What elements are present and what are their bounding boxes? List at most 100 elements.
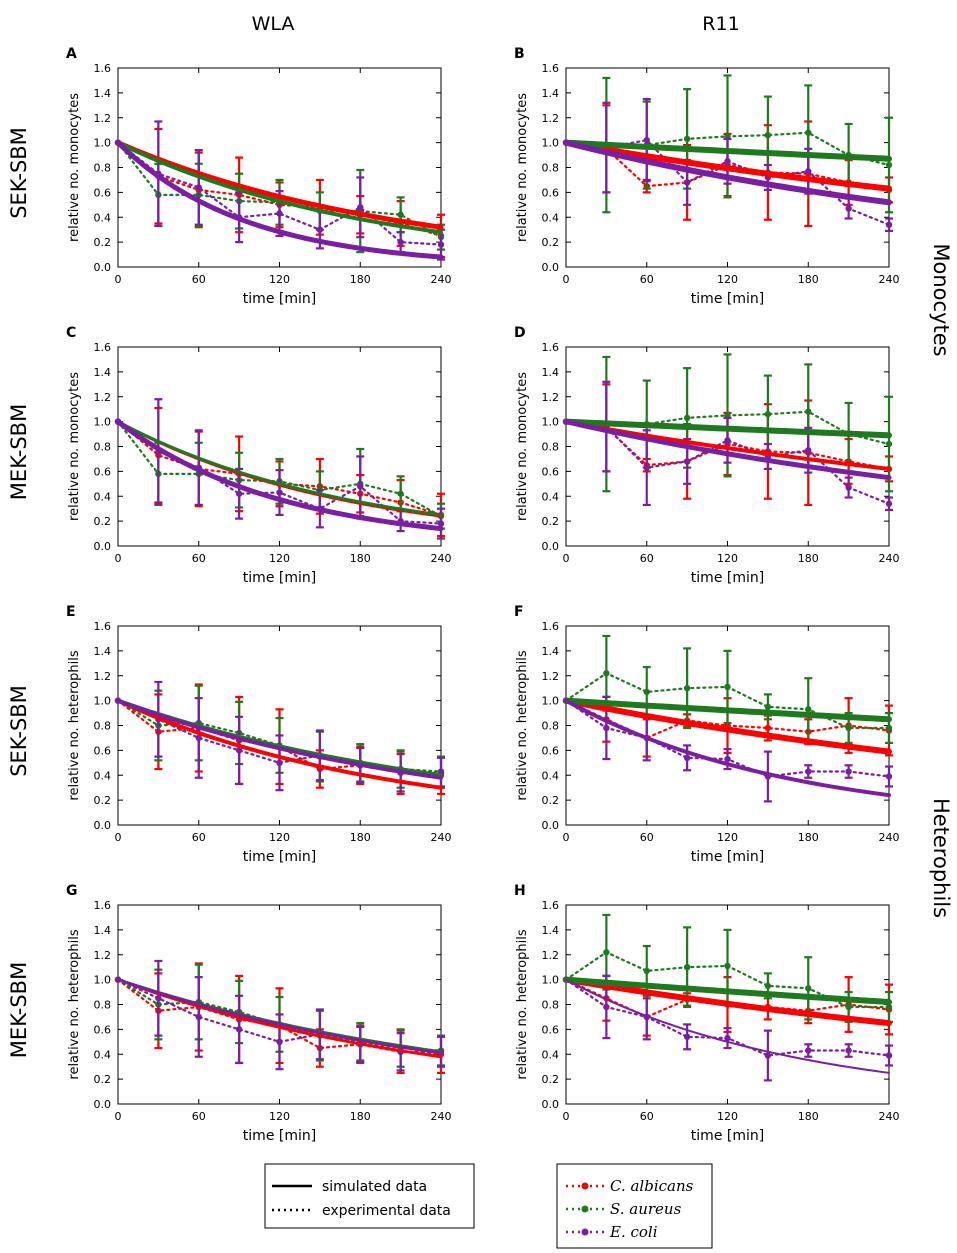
legend-species: C. albicans S. aureus E. coli bbox=[556, 1163, 713, 1249]
data-point bbox=[805, 168, 812, 175]
experimental-line bbox=[116, 420, 443, 517]
x-axis-label: time [min] bbox=[691, 570, 764, 586]
data-point bbox=[276, 759, 283, 767]
y-tick-label: 0.0 bbox=[542, 540, 560, 553]
simulated-curve bbox=[563, 697, 892, 755]
data-point bbox=[195, 1013, 202, 1021]
data-point bbox=[764, 982, 772, 990]
data-point bbox=[724, 158, 731, 165]
y-tick-label: 1.2 bbox=[542, 112, 560, 125]
y-tick-label: 1.0 bbox=[94, 695, 112, 708]
simulated-curve bbox=[563, 139, 892, 192]
data-point bbox=[235, 1026, 243, 1033]
data-point bbox=[764, 1052, 772, 1059]
legend-box bbox=[264, 1163, 475, 1229]
x-tick-label: 120 bbox=[717, 552, 738, 565]
y-axis-label: relative no. monocytes bbox=[67, 372, 82, 521]
y-tick-label: 0.0 bbox=[542, 261, 560, 274]
simulated-curve bbox=[563, 418, 892, 439]
y-tick-label: 0.4 bbox=[542, 769, 560, 782]
panel-f: F 0.0 0.2 0.4 0.6 0.8 1.0 1.2 1.4 1.6 0 60 120 180 240… bbox=[514, 604, 900, 865]
simulated-curve bbox=[115, 140, 444, 230]
y-tick-label: 0.2 bbox=[94, 515, 112, 528]
data-point bbox=[805, 408, 812, 415]
y-tick-label: 0.4 bbox=[94, 769, 112, 782]
panel-letter: G bbox=[66, 883, 78, 899]
x-tick-label: 240 bbox=[879, 552, 900, 565]
panels-grid: A 0.0 0.2 0.4 0.6 0.8 1.0 1.2 1.4 1.6 0 60 120 180 240… bbox=[66, 46, 900, 1144]
legend-simulated-label: simulated data bbox=[322, 1179, 427, 1195]
y-tick-label: 1.0 bbox=[94, 137, 112, 150]
legend-ecoli-label: E. coli bbox=[609, 1223, 658, 1241]
experimental-line bbox=[564, 420, 891, 505]
x-tick-label: 60 bbox=[640, 1110, 654, 1123]
y-tick-label: 0.0 bbox=[94, 1098, 112, 1111]
panel-e: E 0.0 0.2 0.4 0.6 0.8 1.0 1.2 1.4 1.6 0 60 120 180 240… bbox=[66, 604, 452, 865]
data-point bbox=[683, 1033, 691, 1041]
y-tick-label: 0.2 bbox=[94, 794, 112, 807]
legend-calbicans-marker bbox=[581, 1182, 589, 1190]
x-tick-label: 180 bbox=[350, 273, 371, 286]
y-tick-label: 1.6 bbox=[94, 341, 112, 354]
x-tick-label: 180 bbox=[798, 273, 819, 286]
data-point bbox=[603, 724, 610, 732]
x-tick-label: 120 bbox=[269, 552, 290, 565]
data-point bbox=[195, 734, 202, 742]
y-tick-label: 1.2 bbox=[94, 112, 112, 125]
data-point bbox=[683, 963, 691, 971]
panel-letter: D bbox=[514, 325, 526, 341]
data-point bbox=[845, 484, 852, 491]
y-axis-label: relative no. monocytes bbox=[515, 93, 530, 242]
x-tick-label: 60 bbox=[192, 831, 206, 844]
panel-letter: A bbox=[66, 46, 77, 62]
data-point bbox=[724, 1034, 731, 1042]
y-tick-label: 1.6 bbox=[542, 899, 560, 912]
x-axis-label: time [min] bbox=[691, 849, 764, 865]
simulated-curve bbox=[563, 419, 892, 481]
y-tick-label: 0.2 bbox=[94, 1073, 112, 1086]
data-point bbox=[885, 221, 893, 228]
data-point bbox=[845, 768, 852, 775]
y-tick-label: 0.4 bbox=[542, 1048, 560, 1061]
data-point bbox=[845, 1047, 852, 1054]
y-tick-label: 0.6 bbox=[542, 186, 560, 199]
y-tick-label: 1.0 bbox=[542, 137, 560, 150]
legend-experimental-label: experimental data bbox=[322, 1203, 451, 1219]
data-point bbox=[603, 1003, 610, 1011]
data-point bbox=[276, 1038, 283, 1046]
y-tick-label: 0.2 bbox=[542, 1073, 560, 1086]
x-tick-label: 180 bbox=[798, 552, 819, 565]
panel-letter: B bbox=[514, 46, 525, 62]
x-tick-label: 240 bbox=[431, 273, 452, 286]
data-point bbox=[195, 184, 202, 191]
y-axis-label: relative no. heterophils bbox=[67, 929, 82, 1079]
legend-saureus-marker bbox=[581, 1205, 589, 1213]
simulated-curve bbox=[565, 978, 890, 1074]
row-label-1: SEK-SBM bbox=[7, 127, 31, 219]
panel-h: H 0.0 0.2 0.4 0.6 0.8 1.0 1.2 1.4 1.6 0 60 120 180 240… bbox=[514, 883, 900, 1144]
data-point bbox=[683, 135, 691, 143]
data-point bbox=[764, 724, 772, 732]
data-point bbox=[235, 747, 243, 754]
data-point bbox=[276, 210, 283, 217]
y-axis-label: relative no. monocytes bbox=[67, 93, 82, 242]
x-axis-label: time [min] bbox=[243, 1128, 316, 1144]
y-tick-label: 0.8 bbox=[94, 720, 112, 733]
y-tick-label: 0.8 bbox=[94, 441, 112, 454]
y-tick-label: 1.6 bbox=[94, 620, 112, 633]
x-tick-label: 240 bbox=[879, 1110, 900, 1123]
x-tick-label: 120 bbox=[269, 831, 290, 844]
y-tick-label: 0.6 bbox=[94, 186, 112, 199]
data-point bbox=[805, 1047, 812, 1054]
simulated-curve bbox=[563, 139, 892, 206]
simulated-curve bbox=[564, 698, 891, 798]
y-tick-label: 0.0 bbox=[94, 819, 112, 832]
y-tick-label: 1.4 bbox=[94, 87, 112, 100]
y-tick-label: 1.4 bbox=[542, 366, 560, 379]
x-tick-label: 0 bbox=[115, 831, 122, 844]
y-tick-label: 0.6 bbox=[542, 465, 560, 478]
data-point bbox=[724, 683, 731, 691]
data-point bbox=[643, 967, 650, 975]
x-axis-label: time [min] bbox=[243, 570, 316, 586]
group-label-monocytes: Monocytes bbox=[929, 243, 953, 356]
